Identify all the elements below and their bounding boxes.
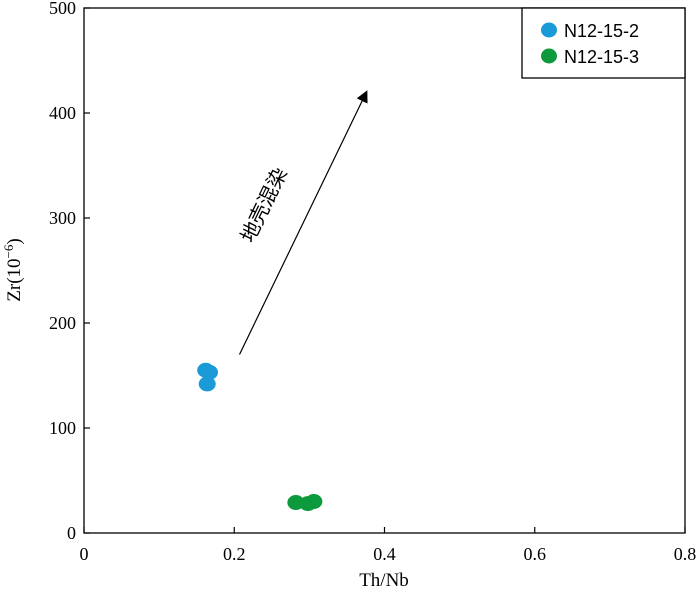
data-points <box>197 362 323 512</box>
legend-label-n12-15-2: N12-15-2 <box>564 21 639 41</box>
data-point-n12-15-2 <box>200 364 218 380</box>
annotation-group: 地壳混染 <box>235 90 368 355</box>
legend-box <box>521 7 686 79</box>
x-axis-title: Th/Nb <box>359 570 409 591</box>
legend-swatch-n12-15-2 <box>541 22 557 38</box>
y-tick-label: 400 <box>49 103 76 123</box>
y-axis-title: Zr(10−6) <box>1 238 25 301</box>
data-point-n12-15-2 <box>198 376 216 392</box>
y-tick-label: 300 <box>49 208 76 228</box>
y-axis-title-base: Zr(10 <box>4 258 25 301</box>
data-point-n12-15-3 <box>305 494 323 509</box>
crustal-contamination-label: 地壳混染 <box>235 164 291 246</box>
axis-ticks: 0 0.2 0.4 0.6 0.8 0 100 200 300 400 500 <box>49 0 696 564</box>
plot-frame <box>83 7 686 534</box>
x-tick-label: 0.2 <box>223 544 246 564</box>
y-axis-title-exponent: −6 <box>1 244 16 258</box>
y-tick-label: 0 <box>67 523 76 543</box>
x-tick-label: 0.6 <box>524 544 547 564</box>
x-tick-label: 0.8 <box>674 544 697 564</box>
crustal-contamination-arrow <box>238 90 368 355</box>
y-tick-label: 100 <box>49 418 76 438</box>
y-axis-title-close: ) <box>4 238 25 244</box>
y-tick-label: 200 <box>49 313 76 333</box>
legend: N12-15-2 N12-15-3 <box>521 7 686 79</box>
legend-label-n12-15-3: N12-15-3 <box>564 47 639 67</box>
x-tick-label: 0.4 <box>373 544 396 564</box>
y-tick-label: 500 <box>49 0 76 18</box>
x-tick-label: 0 <box>80 544 89 564</box>
legend-swatch-n12-15-3 <box>541 48 557 64</box>
